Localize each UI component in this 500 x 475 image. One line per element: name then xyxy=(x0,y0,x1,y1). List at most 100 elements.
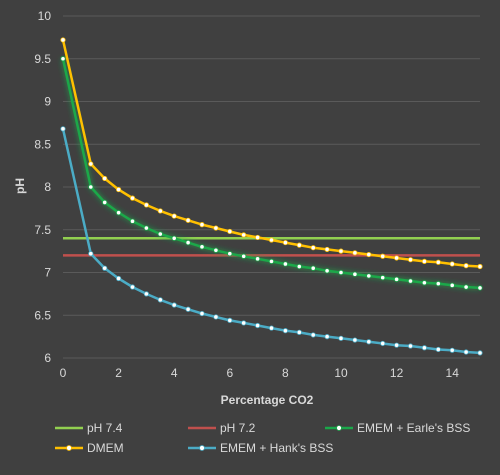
data-point xyxy=(102,199,108,205)
data-point xyxy=(199,310,205,317)
data-point xyxy=(477,263,483,270)
data-point xyxy=(449,261,455,267)
data-point xyxy=(380,340,386,347)
series-emem-hank-s-bss xyxy=(60,126,483,356)
data-point xyxy=(296,263,302,270)
series-dmem xyxy=(60,37,483,270)
data-point xyxy=(393,342,400,348)
data-point xyxy=(213,247,219,253)
data-point xyxy=(449,347,455,353)
data-point xyxy=(255,256,261,262)
data-point xyxy=(143,225,149,231)
gridlines xyxy=(63,15,480,359)
x-tick-label: 8 xyxy=(282,366,289,380)
legend-label: EMEM + Hank's BSS xyxy=(220,441,333,455)
data-point xyxy=(268,325,275,331)
data-point xyxy=(366,273,372,279)
data-point xyxy=(268,237,275,243)
data-point xyxy=(352,271,358,277)
data-point xyxy=(157,208,163,214)
data-point xyxy=(185,217,191,223)
data-point xyxy=(380,253,386,259)
data-point xyxy=(129,218,136,224)
data-point xyxy=(241,232,247,238)
data-point xyxy=(60,56,66,62)
data-point xyxy=(282,239,288,246)
data-point xyxy=(60,37,66,43)
data-point xyxy=(60,126,66,132)
data-point xyxy=(421,280,427,286)
data-point xyxy=(268,258,275,264)
data-point xyxy=(296,329,302,335)
data-point xyxy=(185,239,191,246)
legend-item: EMEM + Hank's BSS xyxy=(188,441,333,455)
data-point xyxy=(324,246,330,253)
x-tick-label: 10 xyxy=(334,366,348,380)
x-tick-label: 2 xyxy=(115,366,122,380)
data-point xyxy=(352,337,358,343)
y-tick-label: 6 xyxy=(44,351,51,365)
data-point xyxy=(324,334,330,340)
y-tick-label: 8.5 xyxy=(34,137,51,151)
data-point xyxy=(435,281,441,287)
data-point xyxy=(171,213,177,219)
series-line xyxy=(61,39,481,268)
data-point xyxy=(407,278,414,284)
data-point xyxy=(449,282,455,288)
data-point xyxy=(199,244,205,250)
legend-label: pH 7.4 xyxy=(87,421,123,435)
data-point xyxy=(366,251,372,258)
data-point xyxy=(241,253,247,259)
legend-item: EMEM + Earle's BSS xyxy=(325,421,470,435)
data-point xyxy=(393,255,400,261)
y-tick-label: 8 xyxy=(44,180,51,194)
x-tick-label: 14 xyxy=(446,366,460,380)
data-point xyxy=(143,202,149,208)
data-point xyxy=(407,343,414,349)
data-point xyxy=(477,285,483,291)
data-point xyxy=(171,235,177,241)
data-point xyxy=(352,250,358,256)
data-point xyxy=(213,314,219,320)
data-point xyxy=(129,284,136,290)
y-tick-label: 7.5 xyxy=(34,223,51,237)
data-point xyxy=(116,186,122,193)
series-line xyxy=(61,58,481,290)
data-point xyxy=(88,184,94,190)
data-point xyxy=(102,265,108,271)
x-tick-label: 12 xyxy=(390,366,404,380)
data-point xyxy=(171,302,177,308)
data-point xyxy=(366,339,372,345)
data-point xyxy=(421,345,427,351)
data-point xyxy=(255,234,261,241)
x-axis-title: Percentage CO2 xyxy=(221,393,314,407)
legend-label: EMEM + Earle's BSS xyxy=(357,421,470,435)
data-point xyxy=(477,350,483,356)
legend-label: pH 7.2 xyxy=(220,421,256,435)
x-tick-label: 0 xyxy=(60,366,67,380)
legend-marker xyxy=(199,445,205,451)
data-point xyxy=(116,210,122,216)
data-point xyxy=(227,251,233,257)
data-point xyxy=(129,195,136,201)
data-point xyxy=(463,284,469,290)
data-point xyxy=(296,242,302,248)
legend-marker xyxy=(336,425,342,431)
data-point xyxy=(324,268,330,274)
y-tick-label: 10 xyxy=(38,9,52,23)
x-tick-label: 4 xyxy=(171,366,178,380)
legend: pH 7.4 pH 7.2 EMEM + Earle's BSS DMEM EMEM +… xyxy=(55,421,470,455)
data-point xyxy=(255,322,261,329)
data-point xyxy=(380,275,386,281)
data-point xyxy=(199,222,205,228)
tick-labels: 6 6.5 7 7.5 8 8.5 9 9.5 10 0 2 4 6 8 10 12 14 xyxy=(34,9,459,380)
legend-item: pH 7.2 xyxy=(188,421,256,435)
data-point xyxy=(407,257,414,263)
data-point xyxy=(338,248,344,254)
legend-item: pH 7.4 xyxy=(55,421,123,435)
legend-item: DMEM xyxy=(55,441,124,455)
data-point xyxy=(157,297,163,303)
x-tick-label: 6 xyxy=(226,366,233,380)
